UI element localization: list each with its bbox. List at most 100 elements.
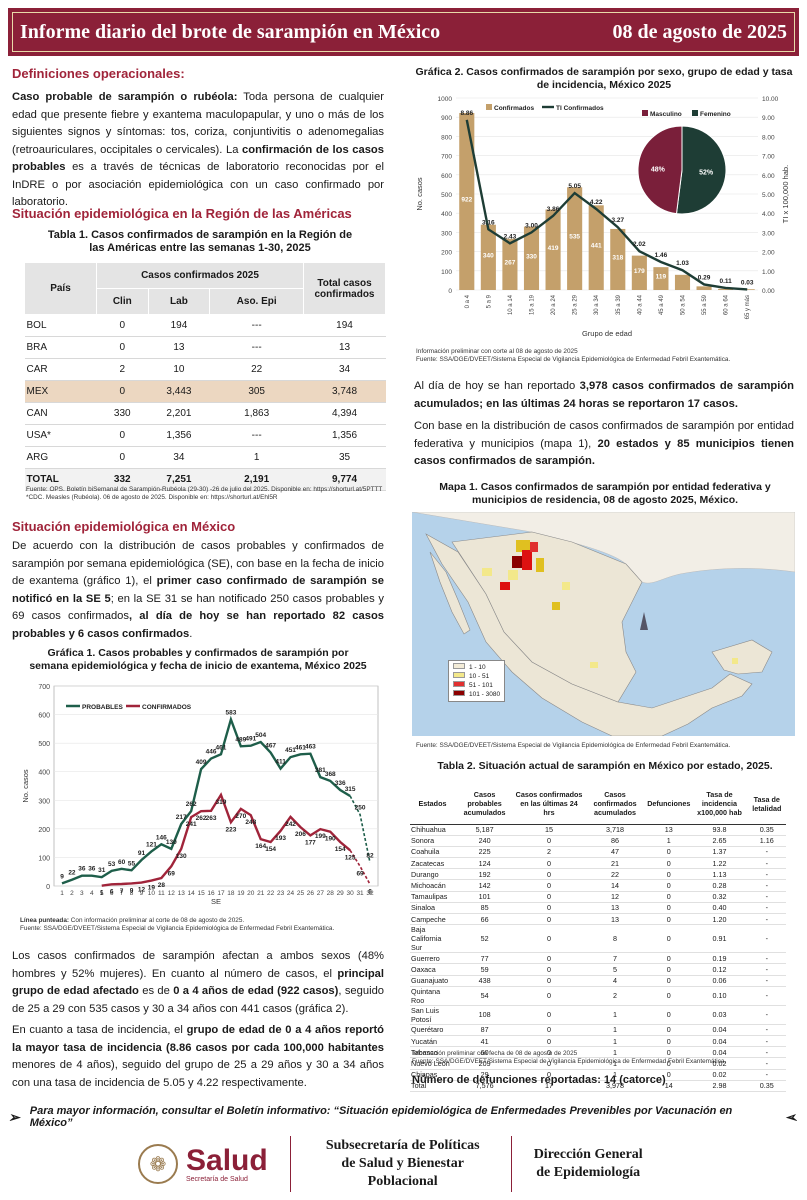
report-title: Informe diario del brote de sarampión en… bbox=[20, 20, 441, 43]
table-row: BOL 0 194 --- 194 bbox=[24, 314, 386, 337]
x-tick-label: 5 a 9 bbox=[486, 294, 492, 308]
series-line-confirmados bbox=[101, 792, 351, 887]
table-cell: - bbox=[747, 891, 786, 903]
data-label: 69 bbox=[168, 870, 176, 877]
table-cell: 194 bbox=[303, 314, 386, 337]
x-tick-label: 19 bbox=[237, 890, 245, 897]
table-cell: - bbox=[747, 1035, 786, 1048]
table-cell: Total bbox=[410, 1079, 455, 1092]
table-row: CAN 330 2,201 1,863 4,394 bbox=[24, 402, 386, 425]
data-label: 199 bbox=[315, 833, 326, 840]
table-cell: - bbox=[747, 868, 786, 881]
table-cell: 0 bbox=[646, 902, 692, 915]
table-cell: --- bbox=[209, 314, 304, 337]
col-lab: Lab bbox=[147, 288, 211, 315]
legend-swatch bbox=[642, 110, 648, 116]
deaths-count: Número de defunciones reportadas: 14 (ca… bbox=[412, 1074, 666, 1086]
table-cell: 305 bbox=[209, 380, 304, 403]
y2-tick-label: 7.00 bbox=[762, 154, 775, 161]
table-cell: 2.65 bbox=[691, 835, 748, 847]
table-cell: - bbox=[747, 913, 786, 926]
table-cell: - bbox=[747, 924, 786, 954]
table-cell: - bbox=[747, 952, 786, 965]
table-cell: 2 bbox=[583, 986, 647, 1006]
y-tick-label: 900 bbox=[441, 115, 452, 122]
data-label: 12 bbox=[138, 887, 146, 894]
table-cell: 59 bbox=[454, 963, 515, 976]
table-cell: 0.35 bbox=[747, 824, 786, 836]
x-tick-label: 9 bbox=[140, 890, 144, 897]
x-tick-label: 24 bbox=[287, 890, 295, 897]
x-tick-label: 8 bbox=[130, 890, 134, 897]
table-cell: 1,863 bbox=[209, 402, 304, 425]
table-cell: --- bbox=[209, 424, 304, 447]
table-cell: 0 bbox=[646, 952, 692, 965]
table-cell: CAR bbox=[24, 358, 97, 381]
x-tick-label: 10 bbox=[148, 890, 156, 897]
col-clin: Clin bbox=[96, 288, 149, 315]
table-cell: 0 bbox=[514, 902, 584, 915]
data-label: 146 bbox=[156, 834, 167, 841]
table-cell: 0 bbox=[646, 846, 692, 859]
definitions-text: Caso probable de sarampión o rubéola: To… bbox=[12, 91, 384, 208]
map-title: Mapa 1. Casos confirmados de sarampión p… bbox=[439, 481, 771, 506]
table-cell: 0 bbox=[514, 1005, 584, 1025]
y-tick-label: 0 bbox=[448, 288, 452, 295]
table-cell: - bbox=[747, 1024, 786, 1036]
x-tick-label: 60 a 64 bbox=[724, 294, 730, 315]
table-cell: 0 bbox=[646, 1024, 692, 1036]
incidence-label: 5.05 bbox=[568, 183, 581, 190]
data-label: 9 bbox=[130, 887, 134, 894]
table-row: USA* 0 1,356 --- 1,356 bbox=[24, 424, 386, 447]
data-label: 130 bbox=[166, 839, 177, 846]
table-cell: 0 bbox=[514, 913, 584, 926]
legend-label: Femenino bbox=[700, 111, 731, 118]
table-header: Tasa de letalidad bbox=[747, 784, 786, 825]
table-cell: 14 bbox=[646, 1079, 692, 1092]
incidence-label: 0.03 bbox=[741, 279, 754, 286]
col-total: Total casos confirmados bbox=[303, 262, 386, 315]
table-cell: 0 bbox=[514, 1057, 584, 1070]
table-row: Quintana Roo 54 0 2 0 0.10- bbox=[410, 986, 786, 1006]
y2-tick-label: 6.00 bbox=[762, 173, 775, 180]
table-cell: 0 bbox=[514, 963, 584, 976]
data-label: 82 bbox=[366, 853, 374, 860]
table-cell: 0 bbox=[96, 336, 149, 359]
table-cell: 1 bbox=[646, 835, 692, 847]
data-label: 270 bbox=[235, 813, 246, 820]
chart2-title: Gráfica 2. Casos confirmados de sarampió… bbox=[415, 66, 793, 91]
mexico-heading: Situación epidemiológica en México bbox=[12, 519, 236, 534]
y-tick-label: 500 bbox=[38, 741, 50, 748]
table-cell: BOL bbox=[24, 314, 97, 337]
legend-swatch bbox=[486, 104, 492, 110]
legend-label: Confirmados bbox=[494, 105, 534, 112]
table-row: Sonora 240 0 86 1 2.65 1.16 bbox=[410, 835, 786, 847]
bar-label: 922 bbox=[461, 196, 472, 203]
series-dotted-probables bbox=[349, 795, 371, 863]
table-cell: Campeche bbox=[410, 913, 455, 926]
y2-tick-label: 10.00 bbox=[762, 96, 779, 103]
table-cell: 1 bbox=[583, 1024, 647, 1036]
y2-tick-label: 5.00 bbox=[762, 192, 775, 199]
table-cell: BRA bbox=[24, 336, 97, 359]
table-cell: MEX bbox=[24, 380, 97, 403]
bar bbox=[718, 288, 734, 290]
data-label: 6 bbox=[110, 888, 114, 895]
table-cell: - bbox=[747, 1005, 786, 1025]
table-cell: - bbox=[747, 902, 786, 915]
table-cell: 0 bbox=[646, 1057, 692, 1070]
x-tick-label: 16 bbox=[207, 890, 215, 897]
incidence-label: 3.16 bbox=[482, 219, 495, 226]
table-cell: 1,356 bbox=[303, 424, 386, 447]
table-cell: San Luis Potosí bbox=[410, 1005, 455, 1025]
y-tick-label: 300 bbox=[38, 798, 50, 805]
x-tick-label: 50 a 54 bbox=[681, 294, 687, 315]
table-cell: 2 bbox=[96, 358, 149, 381]
x-tick-label: 6 bbox=[110, 890, 114, 897]
data-label: 461 bbox=[216, 744, 227, 751]
direccion-name: Dirección General de Epidemiología bbox=[533, 1147, 643, 1180]
incidence-label: 3.27 bbox=[611, 217, 624, 224]
table-cell: Yucatán bbox=[410, 1035, 455, 1048]
table-cell: CAN bbox=[24, 402, 97, 425]
table-cell: 101 bbox=[454, 891, 515, 903]
